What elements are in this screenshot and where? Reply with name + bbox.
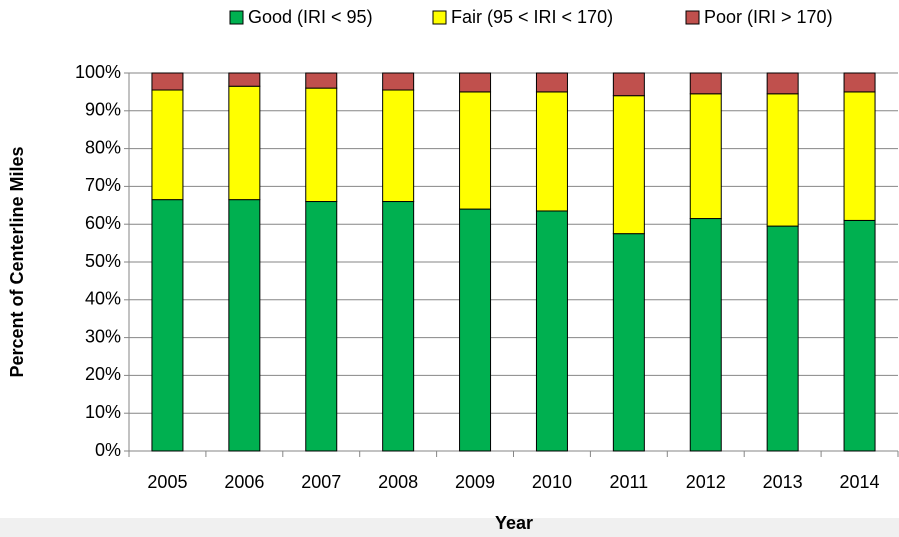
bar-segment [612, 233, 645, 452]
bar-segment [305, 201, 338, 452]
bar-segment [535, 72, 568, 93]
x-tick-label: 2014 [840, 472, 880, 492]
bar-segment [459, 72, 492, 93]
bar-segment [459, 208, 492, 452]
x-tick-label: 2008 [378, 472, 418, 492]
bar-segment [843, 219, 876, 452]
legend-label: Good (IRI < 95) [248, 7, 373, 27]
y-tick-label: 30% [85, 326, 121, 346]
bar-segment [382, 201, 415, 452]
x-tick-label: 2005 [147, 472, 187, 492]
bar-segment [766, 93, 799, 227]
legend-label: Poor (IRI > 170) [704, 7, 833, 27]
bar-segment [228, 199, 261, 452]
x-tick-label: 2009 [455, 472, 495, 492]
bar-segment [843, 91, 876, 221]
bar-segment [689, 72, 722, 95]
legend-swatch [432, 10, 447, 25]
bar-segment [766, 225, 799, 452]
bar-segment [228, 72, 261, 87]
bottom-strip [0, 518, 899, 537]
x-tick-label: 2007 [301, 472, 341, 492]
bar-segment [382, 89, 415, 203]
y-axis-title: Percent of Centerline Miles [7, 146, 27, 377]
y-tick-label: 50% [85, 251, 121, 271]
legend-swatch [685, 10, 700, 25]
x-tick-label: 2006 [224, 472, 264, 492]
y-tick-label: 80% [85, 137, 121, 157]
y-tick-label: 70% [85, 175, 121, 195]
y-tick-label: 0% [95, 440, 121, 460]
x-tick-label: 2013 [763, 472, 803, 492]
x-axis-title: Year [495, 513, 533, 533]
x-tick-label: 2012 [686, 472, 726, 492]
y-tick-label: 100% [75, 62, 121, 82]
bar-segment [689, 218, 722, 452]
x-tick-label: 2010 [532, 472, 572, 492]
bar-segment [151, 89, 184, 201]
bar-segment [305, 72, 338, 89]
y-tick-label: 90% [85, 100, 121, 120]
y-tick-label: 60% [85, 213, 121, 233]
bar-segment [305, 87, 338, 203]
bar-segment [228, 85, 261, 201]
legend-label: Fair (95 < IRI < 170) [451, 7, 613, 27]
legend-swatch [229, 10, 244, 25]
bar-segment [151, 199, 184, 452]
bar-segment [766, 72, 799, 95]
bar-segment [689, 93, 722, 220]
y-tick-label: 20% [85, 364, 121, 384]
bar-segment [535, 210, 568, 452]
x-tick-label: 2011 [609, 472, 648, 492]
bar-segment [535, 91, 568, 212]
bar-segment [612, 95, 645, 235]
bar-segment [459, 91, 492, 210]
bar-segment [843, 72, 876, 93]
y-tick-label: 10% [85, 402, 121, 422]
y-tick-label: 40% [85, 289, 121, 309]
bar-segment [612, 72, 645, 97]
bar-segment [382, 72, 415, 91]
bar-segment [151, 72, 184, 91]
